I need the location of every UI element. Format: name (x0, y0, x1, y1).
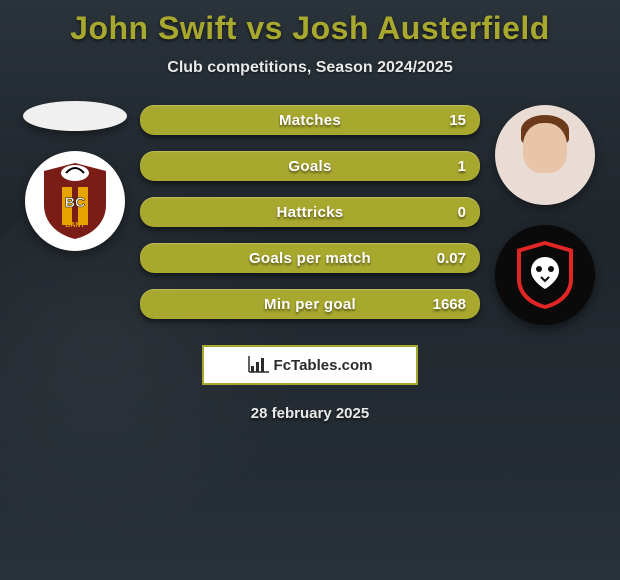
right-column (490, 105, 600, 325)
player-right-club-badge (495, 225, 595, 325)
comparison-card: John Swift vs Josh Austerfield Club comp… (0, 0, 620, 422)
stat-value: 1 (458, 158, 466, 175)
stats-list: Matches 15 Goals 1 Hattricks 0 Goals per… (140, 105, 480, 319)
left-column: BANT BC (20, 105, 130, 251)
subtitle: Club competitions, Season 2024/2025 (167, 59, 452, 77)
player-left-avatar (23, 101, 127, 131)
stat-value: 0.07 (437, 250, 466, 267)
main-row: BANT BC Matches 15 Goals 1 Hattricks 0 G… (0, 105, 620, 325)
date-text: 28 february 2025 (251, 405, 369, 422)
stat-label: Goals per match (140, 250, 480, 267)
brand-badge: FcTables.com (202, 345, 418, 385)
stat-row: Min per goal 1668 (140, 289, 480, 319)
player-right-avatar (495, 105, 595, 205)
svg-text:BC: BC (65, 194, 85, 210)
svg-text:BANT: BANT (65, 222, 85, 229)
stat-row: Hattricks 0 (140, 197, 480, 227)
stat-label: Hattricks (140, 204, 480, 221)
player-left-club-badge: BANT BC (25, 151, 125, 251)
stat-row: Goals 1 (140, 151, 480, 181)
shield-icon: BANT BC (40, 161, 110, 241)
chart-icon (248, 356, 270, 374)
stat-label: Goals (140, 158, 480, 175)
stat-label: Matches (140, 112, 480, 129)
stat-value: 0 (458, 204, 466, 221)
stat-row: Matches 15 (140, 105, 480, 135)
lion-shield-icon (513, 239, 577, 311)
stat-value: 15 (449, 112, 466, 129)
stat-label: Min per goal (140, 296, 480, 313)
stat-value: 1668 (433, 296, 466, 313)
stat-row: Goals per match 0.07 (140, 243, 480, 273)
page-title: John Swift vs Josh Austerfield (70, 10, 550, 47)
brand-text: FcTables.com (274, 357, 373, 374)
